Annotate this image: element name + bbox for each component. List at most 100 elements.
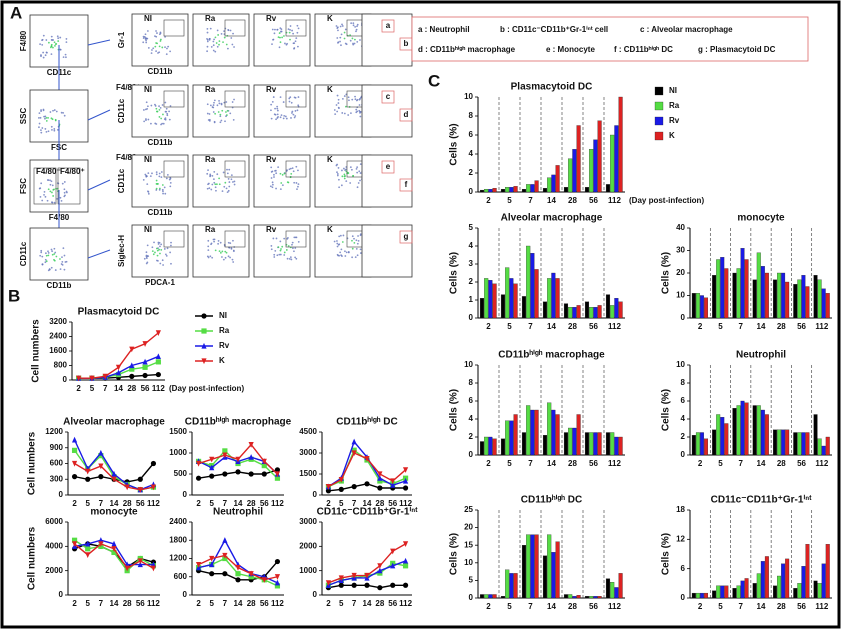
cytometry-dot [352,42,354,45]
cytometry-dot [155,123,158,125]
cytometry-dot [54,45,56,47]
cytometry-dot [213,38,215,41]
cytometry-dot [281,245,284,248]
x-tick-label: 7 [223,599,228,608]
cytometry-dot [272,38,274,41]
cytometry-dot [213,238,216,241]
cytometry-dot [212,40,215,43]
cytometry-dot [347,251,350,253]
marker [364,582,370,588]
cytometry-dot [44,195,47,198]
cytometry-dot [356,171,359,174]
cytometry-dot [44,258,47,261]
legend-entry: b : CD11c⁻CD11b⁺Gr-1ⁱⁿᵗ cell [500,24,608,34]
bar [712,275,717,319]
cytometry-dot [47,116,49,119]
cytometry-dot [50,35,53,38]
cytometry-dot [160,243,163,246]
cytometry-dot [216,104,219,107]
y-tick-label: 20 [464,523,473,532]
cytometry-dot [169,181,172,184]
x-tick-label: 56 [388,599,397,608]
cytometry-dot [222,41,224,44]
cytometry-dot [166,114,169,117]
cytometry-dot [154,35,156,38]
cytometry-dot [212,111,215,113]
cytometry-dot [217,34,220,36]
cytometry-dot [57,40,60,42]
cytometry-dot [275,118,277,121]
bar [572,149,577,193]
cytometry-dot [165,53,168,56]
group-label: K [327,155,333,164]
cytometry-dot [209,27,212,30]
cytometry-dot [232,32,234,35]
legend-swatch [654,131,664,141]
cytometry-dot [56,198,59,200]
cytometry-dot [63,254,66,257]
bar [551,272,556,319]
gating-arrow [87,179,111,191]
x-tick-label: 56 [260,599,269,608]
cytometry-dot [349,182,352,184]
cytometry-dot [207,169,209,172]
cytometry-dot [277,246,280,249]
bar [610,582,615,599]
cytometry-plot [253,154,311,208]
marker [98,474,104,480]
cytometry-dot [48,268,51,270]
cytometry-dot [158,116,161,118]
cytometry-dot [63,188,66,191]
cytometry-dot [229,256,231,259]
bar [542,188,548,193]
marker [142,341,148,347]
cytometry-dot [208,113,211,115]
cytometry-dot [232,250,235,253]
cytometry-dot [41,199,44,202]
cytometry-dot [63,191,66,194]
cytometry-dot [272,237,275,240]
bar [505,267,510,319]
x-tick-label: 2 [486,459,491,468]
x-tick-label: 7 [528,459,533,468]
marker [102,373,108,380]
bar [568,158,573,193]
group-label: Rv [266,85,277,94]
bar [817,438,822,456]
cytometry-dot [285,249,288,251]
cytometry-dot [54,119,57,122]
cytometry-dot [169,251,172,254]
cytometry-plot [29,227,89,281]
marker [274,558,281,565]
y-tick-label: 600 [174,572,188,581]
cytometry-dot [230,247,233,249]
x-tick-label: 5 [85,499,90,508]
bar [691,293,696,319]
bar [534,180,539,193]
cytometry-dot [342,167,345,170]
cytometry-dot [333,240,336,243]
cytometry-dot [275,237,278,240]
bar [479,441,485,456]
chart-title: Neutrophil [736,350,786,361]
bar [720,417,725,456]
x-tick-label: 112 [147,599,160,608]
bar [484,278,489,319]
cytometry-dot [166,247,169,250]
bar [821,563,826,599]
x-tick-label: 5 [718,459,723,468]
cytometry-dot [45,39,48,41]
gate-key-plot [361,13,413,67]
bar [773,279,777,319]
cytometry-dot [287,28,290,31]
cytometry-dot [339,40,341,43]
marker [248,442,254,448]
bar [752,279,757,319]
legend-entry: d : CD11bʰⁱᵍʰ macrophage [418,44,516,54]
bar [618,96,623,193]
cytometry-dot [51,201,54,204]
bar [521,188,527,193]
cytometry-dot [280,114,283,117]
cytometry-dot [233,180,236,183]
panel-label: C [428,71,440,90]
